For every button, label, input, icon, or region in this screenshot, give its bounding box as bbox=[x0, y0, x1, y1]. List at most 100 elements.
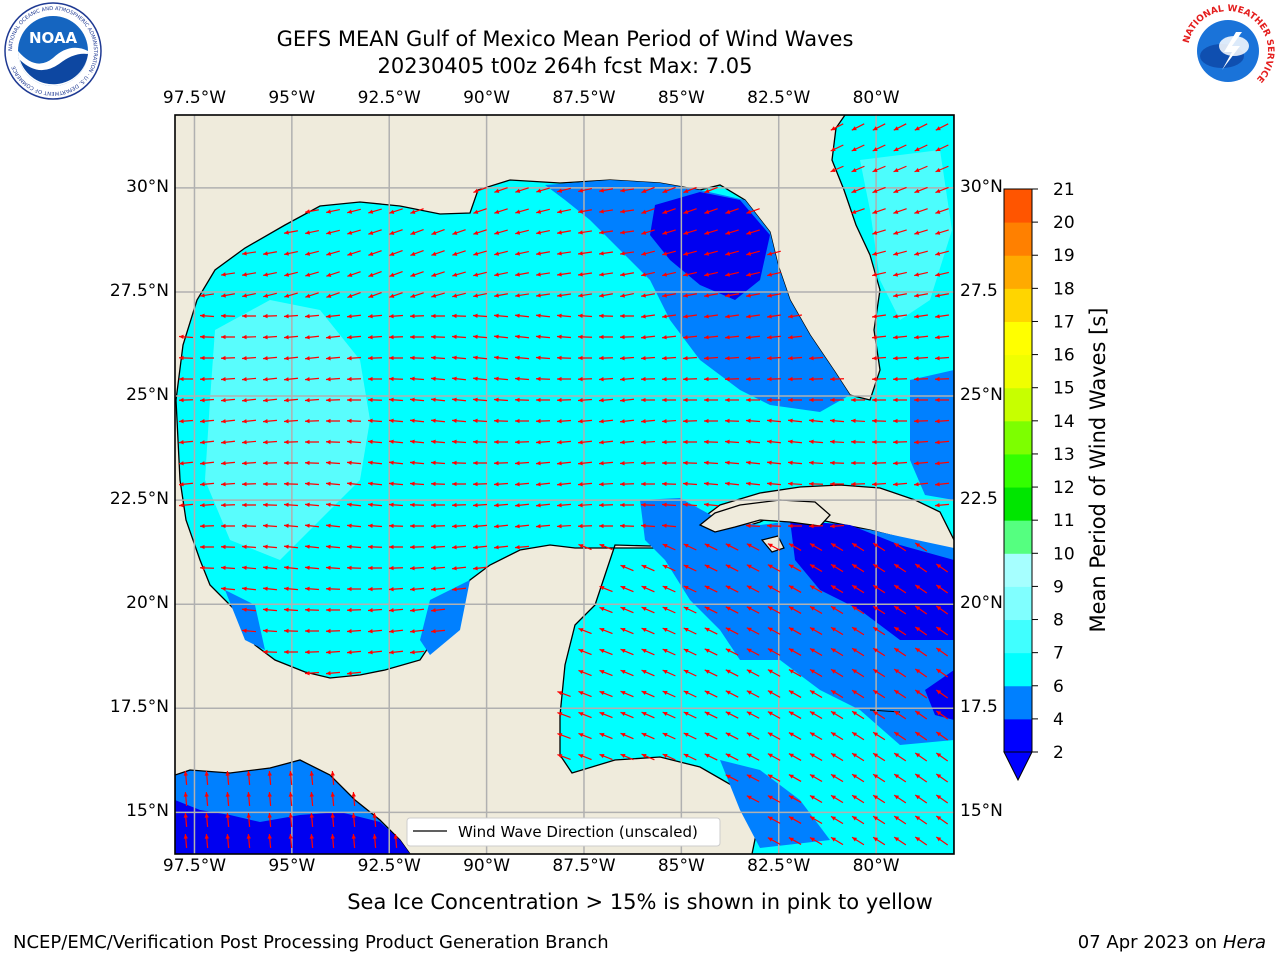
wind-arrow bbox=[305, 271, 319, 277]
wind-arrow bbox=[304, 523, 320, 528]
wind-arrow bbox=[225, 812, 230, 828]
wind-arrow bbox=[221, 293, 235, 298]
wind-arrow bbox=[430, 460, 446, 466]
wind-arrow bbox=[683, 669, 697, 677]
wind-arrow bbox=[242, 292, 256, 298]
wind-arrow bbox=[431, 292, 445, 298]
wind-arrow bbox=[809, 584, 823, 594]
noaa-logo-text: NOAA bbox=[29, 29, 78, 47]
map-frame bbox=[174, 114, 955, 855]
wind-arrow bbox=[809, 731, 823, 741]
wind-arrow bbox=[409, 544, 425, 550]
wind-arrow bbox=[746, 648, 760, 656]
wind-arrow bbox=[745, 314, 761, 319]
wind-arrow bbox=[346, 607, 362, 613]
wind-arrow bbox=[746, 669, 760, 677]
wind-arrow bbox=[283, 565, 299, 570]
wind-arrow bbox=[872, 710, 886, 720]
wind-arrow bbox=[851, 731, 865, 741]
wind-arrow bbox=[515, 229, 529, 235]
wind-arrow bbox=[893, 647, 907, 657]
wind-arrow bbox=[662, 606, 676, 614]
wind-arrow bbox=[704, 543, 718, 551]
wind-arrow bbox=[661, 439, 677, 445]
wind-arrow bbox=[724, 376, 740, 382]
colorbar-label: Mean Period of Wind Waves [s] bbox=[1086, 308, 1110, 633]
wind-arrow bbox=[326, 208, 340, 214]
wind-arrow bbox=[262, 439, 278, 445]
wind-arrow bbox=[367, 565, 383, 571]
wind-arrow bbox=[283, 649, 299, 655]
wind-arrow bbox=[830, 605, 844, 615]
wind-arrow bbox=[683, 208, 697, 214]
lon-tick-label: 85°W bbox=[657, 856, 705, 876]
wind-arrow bbox=[809, 605, 823, 615]
wind-arrow bbox=[309, 833, 314, 849]
wind-arrow bbox=[935, 250, 949, 256]
wind-arrow bbox=[304, 544, 320, 549]
wind-arrow bbox=[704, 397, 718, 403]
wind-arrow bbox=[556, 313, 572, 318]
wind-arrow bbox=[473, 229, 487, 235]
wind-arrow bbox=[262, 586, 278, 591]
wind-arrow bbox=[914, 626, 928, 636]
wind-arrow bbox=[309, 770, 314, 786]
wind-arrow bbox=[388, 355, 404, 361]
wind-arrow bbox=[683, 186, 697, 194]
wind-arrow bbox=[556, 482, 572, 487]
wind-arrow bbox=[935, 229, 949, 235]
wind-arrow bbox=[263, 271, 277, 277]
wind-arrow bbox=[725, 648, 739, 656]
wind-arrow bbox=[178, 376, 194, 382]
wind-arrow bbox=[892, 376, 908, 382]
lon-tick-label: 85°W bbox=[657, 88, 705, 108]
wind-arrow bbox=[893, 250, 907, 256]
wind-arrow bbox=[346, 397, 362, 403]
wind-arrow bbox=[893, 563, 907, 573]
wind-arrow bbox=[388, 565, 404, 571]
wind-arrow bbox=[683, 293, 697, 298]
wind-arrow bbox=[409, 502, 425, 508]
wind-arrow bbox=[935, 710, 949, 720]
wind-arrow bbox=[304, 314, 320, 319]
wind-arrow bbox=[325, 523, 341, 528]
wind-arrow bbox=[393, 833, 398, 849]
wind-arrow bbox=[451, 313, 467, 319]
wind-arrow bbox=[514, 461, 530, 466]
wind-arrow bbox=[367, 502, 383, 507]
wind-arrow bbox=[451, 376, 467, 381]
wind-arrow bbox=[599, 732, 613, 740]
wind-arrow bbox=[577, 398, 593, 403]
wind-arrow bbox=[451, 460, 467, 466]
wind-arrow bbox=[788, 669, 802, 677]
wind-arrow bbox=[829, 418, 845, 423]
wind-arrow bbox=[598, 440, 614, 445]
wind-arrow bbox=[410, 271, 424, 277]
wind-arrow bbox=[725, 606, 739, 614]
wind-arrow bbox=[872, 815, 886, 825]
wind-arrow bbox=[325, 650, 341, 655]
wind-arrow bbox=[325, 544, 341, 549]
wind-arrow bbox=[241, 377, 257, 382]
wind-arrow bbox=[367, 376, 383, 382]
colorbar-segment bbox=[1004, 652, 1032, 687]
wind-arrow bbox=[262, 356, 278, 361]
wind-arrow bbox=[598, 209, 614, 214]
wind-arrow bbox=[767, 397, 781, 403]
colorbar-tick-label: 4 bbox=[1053, 710, 1064, 730]
wind-arrow bbox=[620, 564, 634, 572]
wind-arrow bbox=[935, 668, 949, 678]
wind-arrow bbox=[304, 356, 320, 361]
wind-arrow bbox=[893, 836, 907, 846]
wind-arrow bbox=[598, 230, 614, 235]
wind-arrow bbox=[304, 671, 320, 676]
wind-arrow bbox=[935, 626, 949, 636]
wind-arrow bbox=[788, 543, 802, 551]
wind-arrow bbox=[262, 419, 278, 424]
wind-arrow bbox=[199, 461, 215, 466]
wind-arrow bbox=[430, 523, 446, 529]
wind-arrow bbox=[283, 586, 299, 591]
wind-arrow bbox=[872, 773, 886, 783]
date-stamp: 07 Apr 2023 on Hera bbox=[1078, 932, 1266, 953]
wind-arrow bbox=[641, 397, 655, 403]
